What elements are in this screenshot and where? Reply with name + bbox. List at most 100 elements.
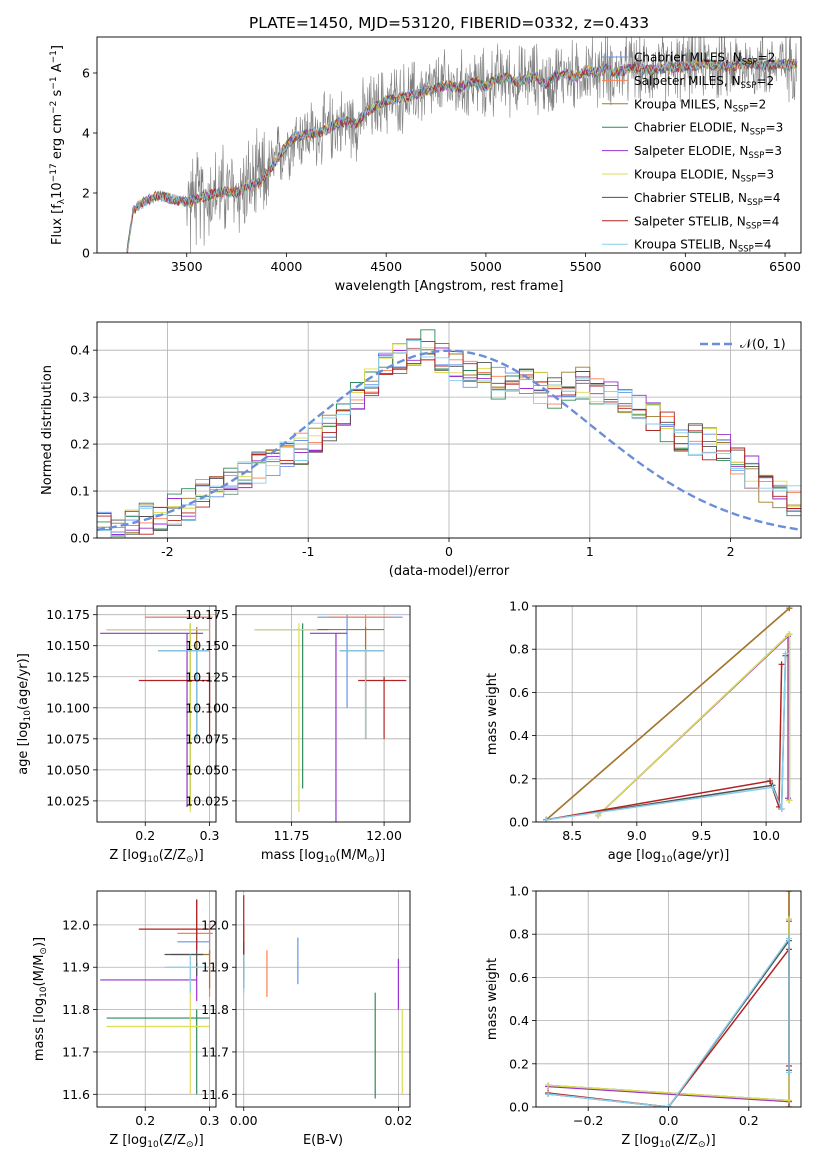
y-tick-label: 11.6: [201, 1087, 229, 1102]
legend-entry: Kroupa MILES, NSSP=2: [634, 97, 766, 114]
label-part: ⊙: [367, 855, 375, 865]
label-part: mass weight: [485, 958, 500, 1040]
weight-series-line: [546, 655, 787, 821]
x-tick-label: -1: [302, 544, 314, 559]
y-tick-label: 10.100: [46, 700, 90, 715]
axes-frame: [535, 605, 802, 823]
panel-mass_vs_Z: 0.2 0.311.611.711.811.912.0Z [log10(Z/Z⊙)…: [32, 890, 220, 1150]
label-part: ⊙: [698, 1140, 706, 1150]
axes-frame: [96, 605, 217, 823]
label-part: age [log: [608, 848, 661, 863]
legend-n: =3: [766, 121, 784, 135]
y-tick-label: 0.6: [509, 685, 529, 700]
weight-series-line: [546, 664, 783, 821]
panel-weight_vs_age: 8.5 9.0 9.5 10.0 0.0 0.2 0.4 0.6 0.8 1.0 age [log1…: [485, 599, 802, 865]
label-part: ]: [50, 45, 65, 50]
x-tick-label: 1: [586, 544, 594, 559]
y-tick-label: 11.8: [201, 1002, 229, 1017]
label-part: −1: [49, 76, 59, 89]
x-tick-label: -2: [161, 544, 173, 559]
y-tick-label: 0.4: [509, 1013, 529, 1028]
y-tick-label: 10.050: [185, 762, 229, 777]
label-part: 10: [147, 855, 159, 865]
x-tick-label: 4500: [370, 259, 402, 274]
x-tick-label: 0.3: [200, 1113, 220, 1128]
legend-entry: Kroupa STELIB, NSSP=4: [634, 238, 772, 255]
y-axis-label: mass weight: [485, 673, 500, 755]
x-tick-label: 2: [727, 544, 735, 559]
y-tick-label: 10.150: [185, 638, 229, 653]
label-part: mass weight: [485, 673, 500, 755]
label-part: Normed distribution: [40, 365, 55, 495]
y-tick-label: 10.175: [46, 607, 90, 622]
y-tick-label: 6: [82, 66, 90, 81]
y-tick-label: 2: [82, 186, 90, 201]
y-tick-label: 0.0: [509, 1100, 529, 1115]
x-tick-label: 12.00: [366, 828, 402, 843]
y-tick-label: 10.125: [46, 669, 90, 684]
label-part: λ: [57, 198, 67, 204]
legend-entry: Kroupa ELODIE, NSSP=3: [634, 168, 774, 185]
legend-name: Chabrier MILES, N: [634, 51, 742, 65]
label-part: s: [50, 89, 65, 100]
y-tick-label: 1.0: [509, 884, 529, 899]
x-tick-label: 4000: [271, 259, 303, 274]
plot-area-mass_vs_ebv: [243, 895, 403, 1099]
plot-area-weight_vs_Z: [545, 891, 792, 1107]
legend-name: Chabrier STELIB, N: [634, 191, 747, 205]
plot-area-mass_vs_Z: [100, 899, 213, 1095]
label-part: )]: [706, 1133, 716, 1148]
label-part: (age/yr)]: [16, 653, 31, 710]
legend-name: Kroupa ELODIE, N: [634, 168, 741, 182]
y-tick-label: 0.0: [70, 531, 90, 546]
y-tick-label: 1.0: [509, 599, 529, 614]
legend-sub: SSP: [741, 81, 757, 91]
legend-n: =2: [758, 51, 776, 65]
legend-sub: SSP: [738, 245, 754, 255]
label-part: −17: [49, 163, 59, 182]
panel-age_vs_mass: 11.75 12.00 10.025 10.050 10.075 10.100 10.125…: [185, 605, 411, 865]
x-tick-label: 0.2: [135, 1113, 155, 1128]
label-part: Flux [f: [50, 204, 65, 245]
legend-entry: 𝒩(0, 1): [740, 336, 786, 351]
label-part: A: [50, 63, 65, 76]
label-part: (M/M: [336, 848, 368, 863]
legend-entry: Chabrier ELODIE, NSSP=3: [634, 121, 783, 138]
y-tick-label: 10.150: [46, 638, 90, 653]
model-spectrum-line: [126, 58, 798, 252]
residual-histogram-step: [97, 340, 801, 538]
x-tick-label: 0.3: [200, 828, 220, 843]
y-tick-label: 10.175: [185, 607, 229, 622]
weight-series-line: [547, 936, 790, 1107]
figure-title: PLATE=1450, MJD=53120, FIBERID=0332, z=0…: [249, 14, 649, 32]
legend-n: =3: [756, 168, 774, 182]
panel-spectrum: 3500 4000 4500 5000 5500 6000 6500 0 2 4 6 waveleng…: [49, 36, 802, 294]
y-tick-label: 10.075: [185, 731, 229, 746]
y-tick-label: 0.2: [509, 771, 529, 786]
legend-n: =2: [749, 97, 767, 111]
label-part: E(B-V): [303, 1133, 343, 1148]
y-tick-label: 0.4: [509, 728, 529, 743]
label-part: Z [log: [109, 1133, 147, 1148]
axes-frame: [96, 321, 802, 539]
plot-area-residuals: [97, 329, 801, 538]
label-part: mass [log: [261, 848, 324, 863]
legend-sub: SSP: [742, 58, 758, 68]
y-tick-label: 0.6: [509, 970, 529, 985]
legend-entry: Chabrier MILES, NSSP=2: [634, 51, 775, 68]
y-tick-label: 11.7: [201, 1044, 229, 1059]
x-tick-label: 8.5: [562, 828, 582, 843]
legend-n: =3: [764, 144, 782, 158]
x-tick-label: 6500: [769, 259, 801, 274]
label-part: 10: [50, 182, 65, 199]
x-tick-label: 0.00: [230, 1113, 258, 1128]
label-part: 10: [39, 986, 49, 998]
plot-area-age_vs_mass: [254, 614, 407, 822]
axes-frame: [96, 36, 802, 254]
y-tick-label: 0.1: [70, 484, 90, 499]
legend-sub: SSP: [741, 175, 757, 185]
x-tick-label: 9.0: [627, 828, 647, 843]
y-tick-label: 0.2: [70, 437, 90, 452]
legend-name: Chabrier ELODIE, N: [634, 121, 750, 135]
label-part: −1: [49, 50, 59, 63]
